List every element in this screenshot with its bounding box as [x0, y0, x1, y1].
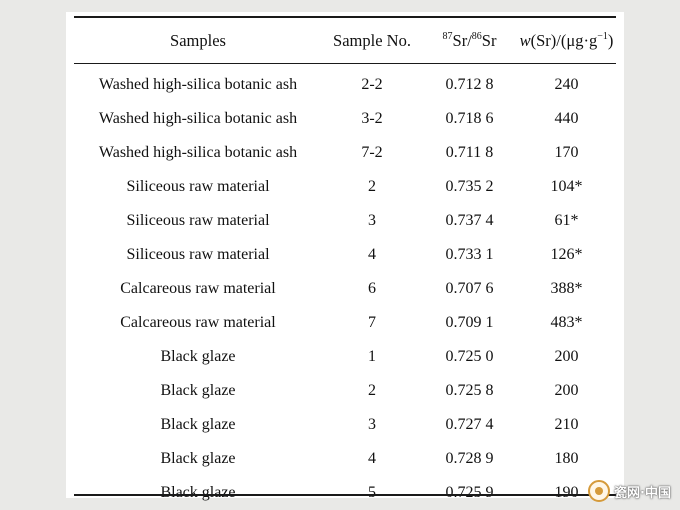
row-sample: Siliceous raw material: [126, 212, 270, 229]
table-row: Calcareous raw material 6 0.707 6 388*: [74, 272, 616, 306]
row-sample: Washed high-silica botanic ash: [98, 144, 298, 161]
row-sr-ratio: 0.725 9: [445, 484, 494, 501]
row-sample-no: 4: [368, 450, 376, 467]
row-sample: Siliceous raw material: [126, 178, 270, 195]
row-sr-concentration: 126*: [550, 246, 583, 263]
row-sr-ratio: 0.733 1: [445, 246, 494, 263]
row-sr-ratio: 0.735 2: [445, 178, 494, 195]
row-sr-ratio: 0.718 6: [445, 110, 494, 127]
row-sample-no: 2: [368, 382, 376, 399]
table-row: Calcareous raw material 7 0.709 1 483*: [74, 306, 616, 340]
row-sample: Black glaze: [160, 450, 236, 467]
row-sr-ratio: 0.711 8: [445, 144, 494, 161]
row-sr-ratio: 0.727 4: [445, 416, 494, 433]
table-row: Washed high-silica botanic ash 2-2 0.712 8…: [74, 68, 616, 102]
table-header-rule: [74, 63, 616, 64]
row-sr-concentration: 180: [554, 450, 579, 467]
row-sample-no: 1: [368, 348, 376, 365]
row-sample: Calcareous raw material: [120, 314, 276, 331]
header-conc-sup: −1: [597, 30, 608, 42]
row-sample-no: 4: [368, 246, 376, 263]
row-sample: Washed high-silica botanic ash: [98, 76, 298, 93]
row-sample-no: 2: [368, 178, 376, 195]
row-sample: Siliceous raw material: [126, 246, 270, 263]
row-sr-ratio: 0.725 8: [445, 382, 494, 399]
row-sample: Black glaze: [160, 484, 236, 501]
row-sr-concentration: 210: [554, 416, 579, 433]
row-sample: Calcareous raw material: [120, 280, 276, 297]
row-sr-concentration: 190: [554, 484, 579, 501]
header-sr-ratio-sup1: 87: [442, 30, 453, 42]
row-sr-ratio: 0.712 8: [445, 76, 494, 93]
table-top-rule: [74, 16, 616, 18]
row-sample-no: 7: [368, 314, 376, 331]
table-row: Washed high-silica botanic ash 3-2 0.718 6…: [74, 102, 616, 136]
row-sr-concentration: 440: [554, 110, 579, 127]
header-conc-italic: w: [519, 31, 531, 50]
header-conc-close: ): [607, 31, 614, 50]
row-sr-concentration: 200: [554, 348, 579, 365]
row-sr-ratio: 0.709 1: [445, 314, 494, 331]
header-sr-concentration: w(Sr)/(μg·g−1): [517, 22, 616, 60]
table-row: Black glaze 2 0.725 8 200: [74, 374, 616, 408]
row-sr-ratio: 0.707 6: [445, 280, 494, 297]
header-conc-rest: (Sr)/(μg·g: [530, 31, 598, 50]
row-sample-no: 3: [368, 416, 376, 433]
row-sr-ratio: 0.737 4: [445, 212, 494, 229]
row-sample-no: 2-2: [361, 76, 383, 93]
row-sample-no: 5: [368, 484, 376, 501]
row-sample: Washed high-silica botanic ash: [98, 110, 298, 127]
row-sample: Black glaze: [160, 348, 236, 365]
watermark-text: 瓷网·中国: [614, 485, 671, 501]
table-sheet: Samples Sample No. 87Sr/86Sr w(Sr)/(μg·g…: [66, 12, 624, 501]
header-sample-no: Sample No.: [333, 31, 411, 50]
row-sr-ratio: 0.728 9: [445, 450, 494, 467]
row-sample: Black glaze: [160, 382, 236, 399]
row-sr-concentration: 61*: [554, 212, 579, 229]
row-sample-no: 3: [368, 212, 376, 229]
header-samples: Samples: [170, 31, 226, 50]
watermark: 瓷网·中国: [588, 480, 671, 502]
table-row: Siliceous raw material 2 0.735 2 104*: [74, 170, 616, 204]
header-sr-ratio-sup2: 86: [471, 30, 482, 42]
porcelain-logo-icon: [588, 480, 610, 502]
row-sr-concentration: 170: [554, 144, 579, 161]
header-sr-ratio: 87Sr/86Sr: [422, 22, 517, 60]
row-sr-concentration: 200: [554, 382, 579, 399]
row-sample-no: 6: [368, 280, 376, 297]
table-row: Black glaze 1 0.725 0 200: [74, 340, 616, 374]
header-sr-ratio-el2: Sr: [481, 31, 497, 50]
row-sr-concentration: 483*: [550, 314, 583, 331]
table-header-row: Samples Sample No. 87Sr/86Sr w(Sr)/(μg·g…: [74, 22, 616, 60]
row-sr-concentration: 240: [554, 76, 579, 93]
table-row: Washed high-silica botanic ash 7-2 0.711 8…: [74, 136, 616, 170]
row-sample: Black glaze: [160, 416, 236, 433]
row-sr-concentration: 104*: [550, 178, 583, 195]
row-sample-no: 7-2: [361, 144, 383, 161]
table-row: Black glaze 5 0.725 9 190: [74, 476, 616, 510]
row-sr-ratio: 0.725 0: [445, 348, 494, 365]
table-row: Siliceous raw material 4 0.733 1 126*: [74, 238, 616, 272]
table-row: Black glaze 4 0.728 9 180: [74, 442, 616, 476]
table-row: Siliceous raw material 3 0.737 4 61*: [74, 204, 616, 238]
header-sr-ratio-el1: Sr/: [452, 31, 472, 50]
table-bottom-rule: [74, 494, 616, 496]
row-sr-concentration: 388*: [550, 280, 583, 297]
table-row: Black glaze 3 0.727 4 210: [74, 408, 616, 442]
row-sample-no: 3-2: [361, 110, 383, 127]
